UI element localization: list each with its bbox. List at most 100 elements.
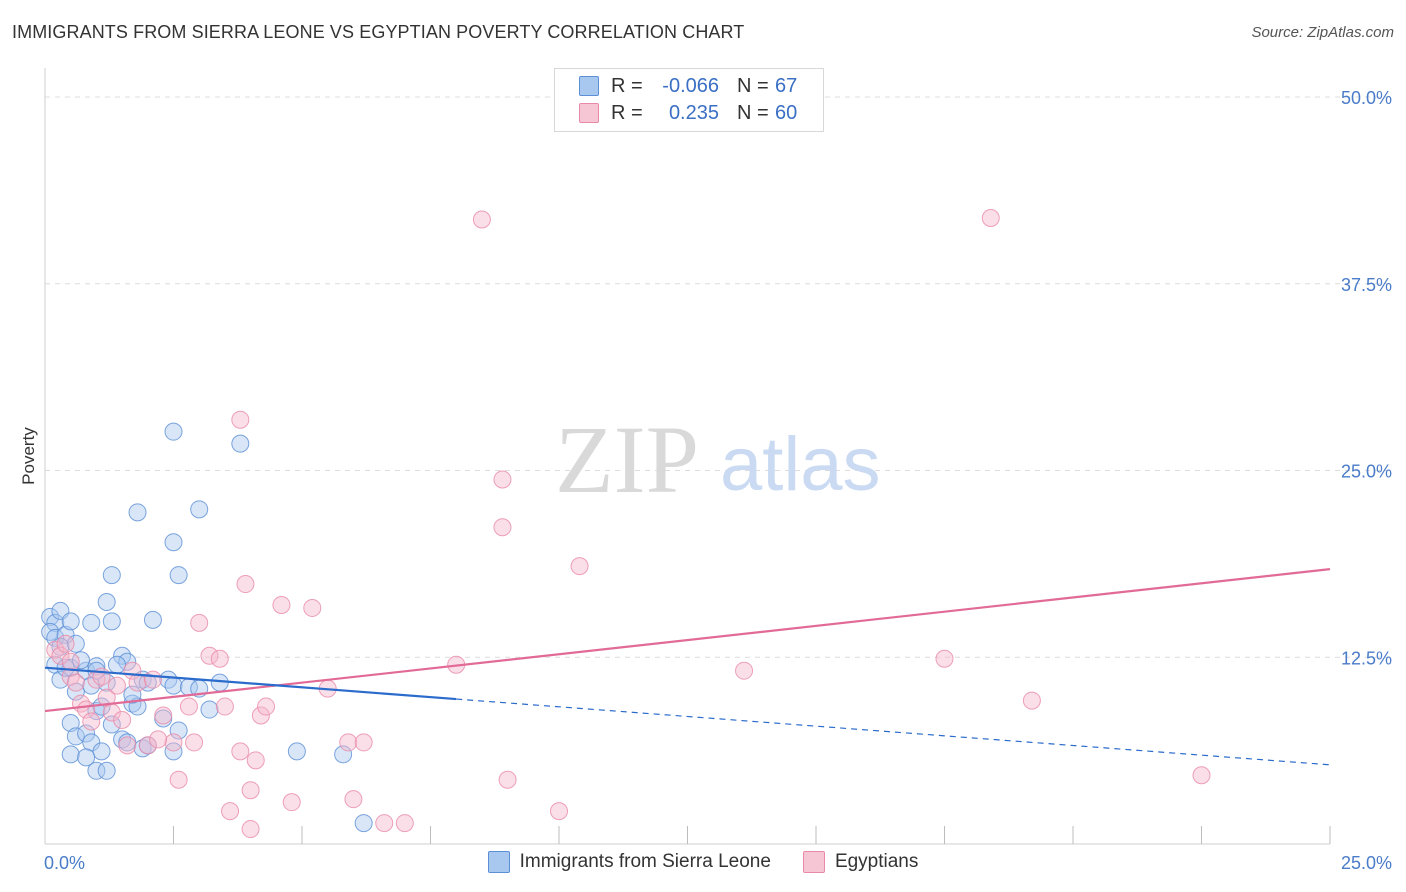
legend-label-sierra-leone: Immigrants from Sierra Leone <box>519 851 771 872</box>
egyptians-point <box>344 790 363 809</box>
sierra-leone-point <box>169 721 188 740</box>
egyptians-point <box>185 733 204 752</box>
watermark-zip: ZIP <box>555 406 699 513</box>
legend-swatch-blue <box>487 851 510 873</box>
trend-lines <box>44 568 1331 766</box>
egyptians-point <box>200 646 219 665</box>
sierra-leone-point <box>77 748 96 767</box>
egyptians-point <box>472 210 491 229</box>
x-tick-label: 0.0% <box>44 853 85 873</box>
sierra-leone-point <box>334 745 353 764</box>
legend-label-egyptians: Egyptians <box>834 851 919 872</box>
egyptians-point <box>282 793 301 812</box>
egyptians-point <box>82 712 101 731</box>
sierra-leone-point <box>102 566 121 585</box>
egyptians-point <box>143 670 162 689</box>
grid-lines <box>45 96 1392 658</box>
source-label: Source: ZipAtlas.com <box>1251 24 1394 41</box>
sierra-leone-point <box>82 613 101 632</box>
sierra-leone-point <box>113 646 132 665</box>
sierra-leone-point <box>133 739 152 758</box>
y-tick-label: 25.0% <box>1341 462 1392 482</box>
y-tick-label: 50.0% <box>1341 88 1392 108</box>
y-tick-label: 12.5% <box>1341 648 1392 668</box>
stats-legend: R = -0.066 N = 67 R = 0.235 N = 60 <box>554 68 824 132</box>
egyptians-point <box>493 518 512 537</box>
sierra-leone-point <box>97 673 116 692</box>
legend-item-sierra-leone[interactable]: Immigrants from Sierra Leone <box>487 851 771 873</box>
sierra-leone-point <box>107 655 126 674</box>
egyptians-point <box>1192 766 1211 785</box>
tick-labels: 12.5% 25.0% 37.5% 50.0% 0.0% 25.0% <box>44 88 1392 873</box>
egyptians-point <box>493 470 512 489</box>
sierra-leone-point <box>46 613 65 632</box>
egyptians-point <box>257 697 276 716</box>
sierra-leone-point <box>97 761 116 780</box>
chart-title: IMMIGRANTS FROM SIERRA LEONE VS EGYPTIAN… <box>12 22 745 42</box>
egyptians-point <box>570 557 589 576</box>
sierra-leone-point <box>77 724 96 743</box>
egyptians-point <box>210 649 229 668</box>
egyptians-trend-line <box>44 568 1331 713</box>
sierra-leone-point <box>231 434 250 453</box>
egyptians-point <box>498 770 517 789</box>
egyptians-point <box>61 652 80 671</box>
egyptians-point <box>354 733 373 752</box>
legend-row-egyptians: R = 0.235 N = 60 <box>579 100 797 126</box>
egyptians-point <box>231 742 250 761</box>
egyptians-point <box>550 802 568 821</box>
sierra-leone-point <box>159 670 178 689</box>
sierra-leone-point <box>113 730 132 749</box>
sierra-leone-point <box>128 503 147 522</box>
egyptians-point <box>154 706 173 725</box>
egyptians-point <box>164 733 183 752</box>
sierra-leone-point <box>97 592 116 611</box>
sierra-leone-point <box>143 610 162 629</box>
egyptians-point <box>56 634 75 653</box>
sierra-leone-point <box>41 607 60 626</box>
legend-r-label: R = <box>611 74 643 97</box>
sierra-leone-point <box>66 634 85 653</box>
sierra-leone-point <box>66 727 85 746</box>
x-tick-label: 25.0% <box>1341 853 1392 873</box>
sierra-leone-point <box>92 742 111 761</box>
egyptians-point <box>107 676 126 695</box>
sierra-leone-trend-extension <box>456 698 1331 766</box>
sierra-leone-point <box>164 676 183 695</box>
sierra-leone-trend-line <box>44 666 457 701</box>
legend-swatch-pink <box>802 851 825 873</box>
egyptians-point <box>303 598 322 617</box>
egyptians-point <box>395 814 414 833</box>
series-legend: Immigrants from Sierra Leone Egyptians <box>0 851 1406 873</box>
egyptians-point <box>246 751 265 770</box>
axes <box>44 68 1331 845</box>
legend-r-label: R = <box>611 101 643 124</box>
sierra-leone-point <box>190 500 209 519</box>
sierra-leone-point <box>87 761 106 780</box>
egyptians-point <box>138 736 157 755</box>
sierra-leone-point <box>61 612 80 631</box>
y-tick-label: 37.5% <box>1341 275 1392 295</box>
egyptians-point <box>1022 691 1041 710</box>
egyptians-point <box>241 820 260 839</box>
egyptians-point <box>236 575 255 594</box>
sierra-leone-point <box>200 700 219 719</box>
egyptians-point <box>179 697 198 716</box>
egyptians-point <box>118 736 137 755</box>
egyptians-point <box>241 781 260 800</box>
egyptians-point <box>51 646 70 665</box>
egyptians-point <box>128 673 147 692</box>
legend-n-label: N = <box>737 74 769 97</box>
sierra-leone-point <box>61 713 80 732</box>
series-egyptians-points <box>46 209 1211 839</box>
sierra-leone-point <box>164 422 183 441</box>
sierra-leone-point <box>118 652 137 671</box>
egyptians-point <box>169 770 188 789</box>
sierra-leone-point <box>169 566 188 585</box>
sierra-leone-point <box>287 742 306 761</box>
watermark-atlas: atlas <box>720 422 881 507</box>
egyptians-point <box>375 814 394 833</box>
legend-item-egyptians[interactable]: Egyptians <box>802 851 919 873</box>
legend-n-value: 67 <box>775 74 798 97</box>
